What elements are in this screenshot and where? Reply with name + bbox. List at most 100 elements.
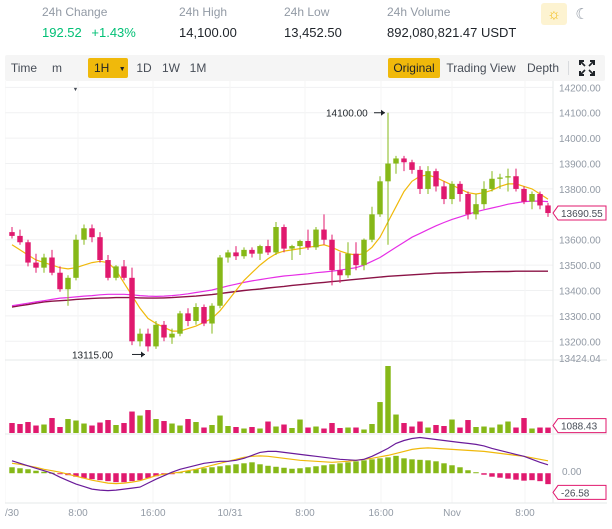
- candle-body: [361, 239, 367, 266]
- interval-1h-dropdown[interactable]: 1H ▼: [88, 58, 128, 78]
- volume-bar: [201, 427, 207, 433]
- macd-histogram-bar: [425, 460, 431, 474]
- macd-histogram-bar: [41, 471, 47, 474]
- view-depth-button[interactable]: Depth: [526, 61, 560, 75]
- candle-body: [257, 246, 263, 254]
- candle-body: [473, 204, 479, 215]
- macd-histogram-bar: [209, 467, 215, 474]
- active-interval-label: 1H: [94, 61, 110, 75]
- last-volume-tag: 1088.43: [561, 422, 598, 433]
- candle-body: [497, 177, 503, 179]
- macd-histogram-bar: [393, 455, 399, 474]
- chart-grid: [4, 81, 607, 504]
- volume-bar: [161, 421, 167, 433]
- chart-annotations: 13690.55 1088.43 -26.58 14100.00 13115.00: [72, 109, 607, 500]
- candle-body: [177, 313, 183, 334]
- volume-bar: [217, 415, 223, 433]
- last-price-tag: 13690.55: [561, 209, 603, 220]
- macd-signal-line: [11, 447, 549, 485]
- macd-histogram-bar: [409, 459, 415, 474]
- candle-body: [425, 171, 431, 189]
- volume-bar: [233, 427, 239, 433]
- candle-body: [185, 313, 191, 321]
- volume-bar: [65, 419, 71, 433]
- candle-body: [105, 260, 111, 278]
- price-tick-label: 14000.00: [559, 134, 601, 145]
- stat-value: 192.52 +1.43%: [42, 24, 136, 42]
- macd-histogram-bar: [289, 468, 295, 474]
- candle-body: [385, 163, 391, 182]
- volume-max-label: 13424.04: [559, 354, 601, 365]
- interval-1m-button[interactable]: 1M: [189, 61, 207, 75]
- candle-body: [409, 162, 415, 170]
- volume-bar: [225, 426, 231, 433]
- volume-bar: [457, 427, 463, 433]
- candle-body: [129, 277, 135, 342]
- stat-24h-change: 24h Change 192.52 +1.43%: [42, 4, 136, 42]
- minute-interval-dropdown[interactable]: m ▼: [45, 58, 87, 93]
- interval-1d-button[interactable]: 1D: [136, 61, 152, 75]
- volume-bar: [169, 423, 175, 433]
- view-trading-view-button[interactable]: Trading View: [446, 61, 516, 75]
- candle-body: [217, 257, 223, 306]
- volume-bar: [17, 424, 23, 433]
- macd-histogram-bar: [25, 469, 31, 474]
- volume-bar: [241, 428, 247, 433]
- last-volume-tag-box: [552, 418, 607, 434]
- moon-icon[interactable]: ☾: [575, 6, 589, 23]
- volume-bar: [449, 419, 455, 433]
- fullscreen-icon[interactable]: [575, 58, 599, 78]
- candle-body: [321, 229, 327, 240]
- volume-bar: [137, 415, 143, 433]
- kline-chart[interactable]: 14200.00 14100.00 14000.00 13900.00 13800.00…: [4, 81, 607, 521]
- volume-bar: [153, 419, 159, 433]
- candle-body: [529, 194, 535, 202]
- candle-body: [449, 183, 455, 200]
- volume-bar: [9, 423, 15, 433]
- macd-histogram-bar: [433, 461, 439, 474]
- macd-histogram-bar: [401, 458, 407, 474]
- candle-body: [241, 249, 247, 257]
- volume-bar: [73, 420, 79, 433]
- macd-histogram-bar: [81, 473, 87, 479]
- volume-bar: [409, 426, 415, 433]
- view-original-button[interactable]: Original: [388, 58, 440, 78]
- macd-histogram-bar: [273, 466, 279, 474]
- volume-bar: [529, 428, 535, 433]
- candle-body: [433, 171, 439, 187]
- volume-bar: [481, 426, 487, 433]
- volume-bar: [513, 427, 519, 433]
- macd-histogram-bar: [113, 473, 119, 483]
- volume-bar: [57, 427, 63, 433]
- price-tick-label: 13400.00: [559, 287, 601, 298]
- macd-histogram-bar: [89, 473, 95, 480]
- volume-bar: [265, 421, 271, 433]
- interval-1w-button[interactable]: 1W: [162, 61, 180, 75]
- price-tick-label: 13300.00: [559, 312, 601, 323]
- macd-histogram-bar: [217, 466, 223, 474]
- price-tick-label: 13600.00: [559, 236, 601, 247]
- stat-label: 24h Volume: [387, 5, 451, 19]
- volume-bar: [177, 425, 183, 433]
- macd-histogram-bar: [385, 457, 391, 474]
- volume-bar: [41, 424, 47, 433]
- volume-bar: [89, 425, 95, 433]
- candle-body: [193, 307, 199, 321]
- time-button[interactable]: Time: [10, 61, 38, 75]
- candle-body: [521, 188, 527, 202]
- stat-label: 24h Low: [284, 5, 330, 19]
- volume-bar: [425, 427, 431, 433]
- volume-bar: [185, 419, 191, 433]
- volume-bar: [545, 427, 551, 433]
- volume-bar: [113, 425, 119, 433]
- ticker-stats-bar: 24h Change 192.52 +1.43% 24h High 14,100…: [0, 0, 612, 50]
- sun-icon[interactable]: ☼: [541, 3, 567, 25]
- candle-body: [505, 176, 511, 178]
- volume-bar: [81, 423, 87, 433]
- volume-bar: [497, 424, 503, 433]
- candle-body: [113, 266, 119, 278]
- candle-body: [49, 257, 55, 273]
- macd-histogram-bar: [297, 468, 303, 474]
- candle-body: [313, 229, 319, 248]
- candle-body: [281, 227, 287, 249]
